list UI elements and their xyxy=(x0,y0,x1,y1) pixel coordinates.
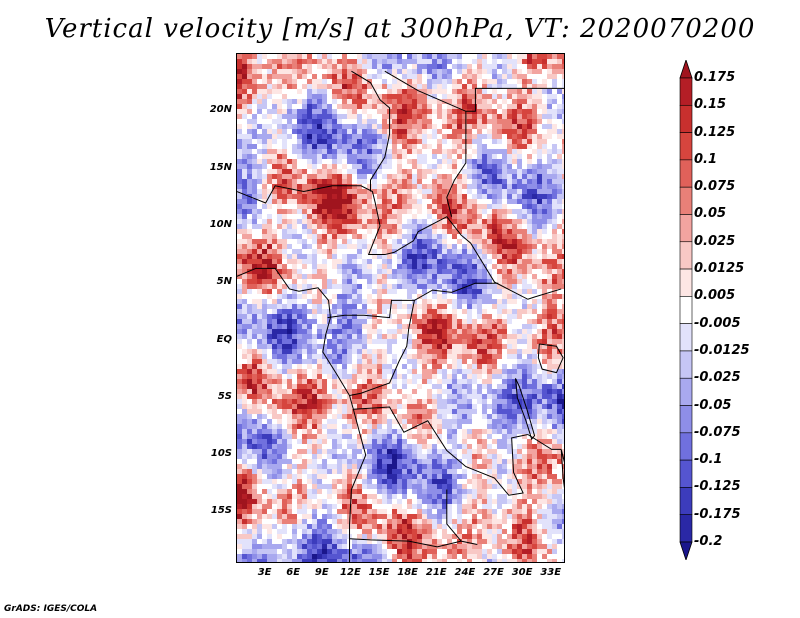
lon-tick-label: 27E xyxy=(483,567,504,578)
colorbar-level-label: 0.175 xyxy=(694,70,736,85)
colorbar-level-label: 0.005 xyxy=(694,288,736,304)
colorbar-segment xyxy=(679,296,693,324)
lake-victoria-icon xyxy=(537,343,564,374)
lon-tick-label: 3E xyxy=(257,567,272,578)
colorbar-segment xyxy=(679,405,693,434)
colorbar-level-label: 0.0125 xyxy=(694,261,745,277)
colorbar-segment xyxy=(679,514,693,543)
lon-tick-label: 15E xyxy=(368,567,390,578)
lon-tick-label: 12E xyxy=(340,567,361,578)
colorbar-segment xyxy=(679,77,693,106)
lon-tick-label: 24E xyxy=(454,567,476,578)
colorbar-bottom-arrow xyxy=(679,541,693,560)
colorbar-level-label: 0.15 xyxy=(694,97,727,113)
lake-malawi-icon xyxy=(560,449,564,489)
colorbar-segment xyxy=(679,487,693,516)
colorbar-segment xyxy=(679,132,693,161)
lat-tick-label: 5N xyxy=(216,276,232,288)
colorbar-level-label: -0.025 xyxy=(694,370,741,386)
colorbar-level-label: -0.0125 xyxy=(694,342,750,358)
colorbar-segment xyxy=(679,350,693,379)
colorbar-level-label: -0.1 xyxy=(694,452,723,468)
lon-tick-label: 6E xyxy=(286,567,301,578)
colorbar-level-label: -0.125 xyxy=(694,479,741,495)
velocity-shading xyxy=(237,54,564,562)
colorbar-level-label: -0.005 xyxy=(694,315,741,331)
colorbar-segment xyxy=(679,323,693,352)
chart-title: Vertical velocity [m/s] at 300hPa, VT: 2… xyxy=(44,14,756,44)
border-chad-sudan-icon xyxy=(446,111,467,217)
border-tanzania-zambia-icon xyxy=(527,434,562,450)
lon-tick-label: 33E xyxy=(540,567,562,578)
lat-tick-label: 10N xyxy=(209,218,232,230)
colorbar-segment xyxy=(679,241,693,270)
lon-tick-label: 21E xyxy=(425,567,447,578)
border-drc-angola-zambia-icon xyxy=(353,406,528,496)
colorbar-segment xyxy=(679,104,693,133)
colorbar-segment xyxy=(679,377,693,406)
grads-credit: GrADS: IGES/COLA xyxy=(4,604,98,614)
lat-tick-label: EQ xyxy=(216,333,232,345)
lon-tick-label: 9E xyxy=(314,567,329,578)
coastline-icon xyxy=(237,267,367,562)
colorbar-top-arrow xyxy=(679,60,693,79)
map-plot-area xyxy=(236,53,565,563)
lat-tick-label: 10S xyxy=(210,448,232,460)
lon-tick-label: 18E xyxy=(397,567,419,578)
colorbar-segment xyxy=(679,186,693,215)
colorbar-level-label: -0.2 xyxy=(694,534,723,549)
colorbar-level-label: -0.075 xyxy=(694,424,741,440)
border-sahel-icon xyxy=(237,185,562,300)
colorbar-segment xyxy=(679,214,693,243)
colorbar-segment xyxy=(679,159,693,188)
border-angola-zambia-icon xyxy=(446,489,462,542)
colorbar-level-label: -0.05 xyxy=(694,397,732,413)
lat-tick-label: 15S xyxy=(210,505,232,517)
lat-tick-label: 5S xyxy=(217,390,232,402)
border-angola-namibia-icon xyxy=(349,538,478,548)
colorbar-level-label: 0.025 xyxy=(694,233,736,249)
colorbar-level-label: 0.075 xyxy=(694,179,736,195)
border-niger-chad-icon xyxy=(351,70,391,192)
colorbar-level-label: 0.1 xyxy=(694,151,718,167)
border-congo-car-icon xyxy=(327,282,499,319)
colorbar-level-label: 0.125 xyxy=(694,124,736,140)
border-drc-congo-icon xyxy=(349,300,415,397)
colorbar-segment xyxy=(679,459,693,488)
colorbar-segment xyxy=(679,268,693,297)
colorbar-level-label: 0.05 xyxy=(694,206,727,222)
lon-tick-label: 30E xyxy=(511,567,533,578)
colorbar-level-label: -0.175 xyxy=(694,506,741,522)
lat-tick-label: 20N xyxy=(209,104,232,116)
lat-tick-label: 15N xyxy=(209,161,232,173)
border-libya-sudan-icon xyxy=(384,70,564,112)
colorbar xyxy=(679,60,693,560)
colorbar-segment xyxy=(679,432,693,461)
vertical-velocity-field xyxy=(237,54,564,562)
